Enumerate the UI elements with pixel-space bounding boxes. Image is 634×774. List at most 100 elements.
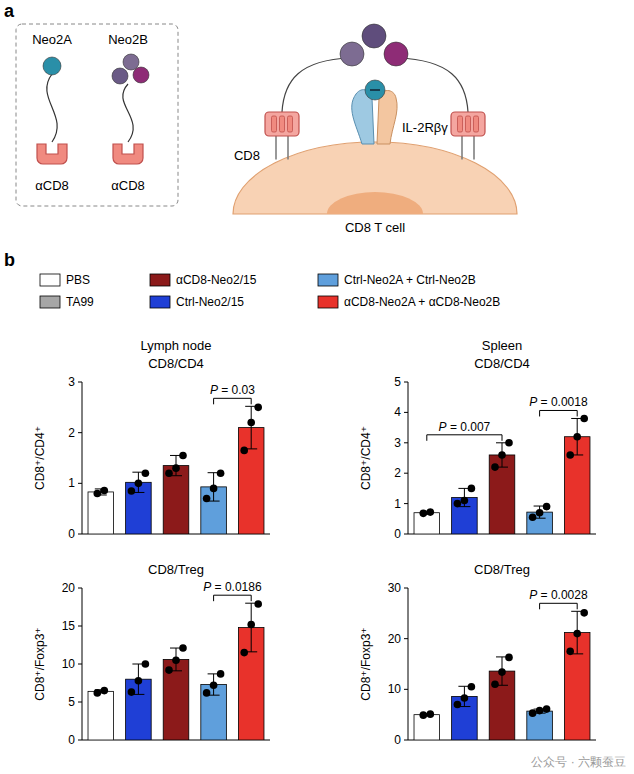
legend-label: Ctrl-Neo2A + Ctrl-Neo2B: [344, 273, 476, 287]
data-point: [566, 451, 574, 459]
p-number: = 0.0028: [537, 588, 588, 602]
legend-label: αCD8-Neo2/15: [176, 273, 257, 287]
neo2b-domain: [340, 42, 364, 66]
data-point: [498, 668, 506, 676]
y-tick-label: 0: [394, 527, 401, 541]
marks: [88, 404, 264, 534]
y-tick: [78, 432, 82, 433]
cd8-receptor: [265, 112, 299, 136]
cell-label: CD8 T cell: [345, 220, 405, 235]
error-bar: [571, 418, 583, 454]
error-bar: [496, 443, 508, 467]
data-point: [94, 490, 102, 498]
construct-label: Neo2B: [108, 32, 148, 47]
p-bracket: [214, 398, 252, 404]
legend-swatch: [318, 296, 338, 308]
data-point: [101, 687, 109, 695]
binder-label: αCD8: [35, 178, 69, 193]
data-point: [247, 419, 255, 427]
data-point: [491, 463, 499, 471]
data-point: [536, 707, 544, 715]
neo2b-domain: [362, 24, 386, 48]
data-point: [254, 600, 262, 608]
cd8-stem: [275, 136, 277, 160]
cd8-domain: [474, 116, 479, 132]
data-point: [172, 464, 180, 472]
data-point: [427, 508, 435, 516]
cd8-domain: [272, 116, 277, 132]
cd8-stem: [473, 136, 475, 160]
y-tick: [404, 740, 408, 741]
panel-letter: b: [4, 250, 15, 270]
y-axis: [408, 382, 409, 534]
data-point: [573, 433, 581, 441]
legend-label: Ctrl-Neo2/15: [176, 295, 244, 309]
p-value: P = 0.0018: [529, 395, 588, 409]
data-point: [135, 677, 143, 685]
neo2b-domain: [384, 42, 408, 66]
y-tick: [78, 626, 82, 627]
data-point: [454, 500, 462, 508]
data-point: [468, 485, 476, 493]
y-tick-label: 0: [68, 733, 75, 747]
linker: [398, 58, 468, 112]
linker: [123, 84, 133, 142]
data-point: [461, 497, 469, 505]
data-point: [505, 439, 513, 447]
p-symbol: P: [210, 383, 218, 397]
data-point: [247, 621, 255, 629]
bar: [163, 659, 189, 740]
y-tick-label: 5: [68, 695, 75, 709]
cd8-stem: [461, 136, 463, 160]
marks: [414, 415, 590, 534]
bar: [452, 498, 478, 534]
y-tick-label: 2: [394, 466, 401, 480]
y-tick-label: 4: [394, 405, 401, 419]
data-point: [566, 648, 574, 656]
data-point: [529, 513, 537, 521]
y-tick-label: 20: [388, 632, 402, 646]
y-tick-label: 0: [394, 733, 401, 747]
p-value: P = 0.007: [439, 420, 491, 434]
il2r-label: IL-2Rβγ: [402, 120, 448, 135]
data-point: [217, 670, 225, 678]
data-point: [165, 666, 173, 674]
p-symbol: P: [203, 580, 211, 594]
bar: [414, 513, 440, 534]
error-bar: [245, 406, 257, 449]
data-point: [94, 689, 102, 697]
error-bar: [245, 603, 257, 652]
data-point: [165, 469, 173, 477]
construct-box: [16, 24, 178, 206]
bar: [88, 691, 114, 740]
y-tick-label: 1: [394, 497, 401, 511]
data-point: [454, 701, 462, 709]
y-tick-label: 30: [388, 581, 402, 595]
y-tick-label: 15: [62, 619, 76, 633]
binder-label: αCD8: [111, 178, 145, 193]
neo2b-domain: [133, 67, 149, 83]
y-tick: [404, 588, 408, 589]
y-tick: [404, 382, 408, 383]
error-bar: [170, 648, 182, 671]
data-point: [543, 705, 551, 713]
legend-label: TA99: [66, 295, 94, 309]
acd8-binder: [113, 144, 143, 164]
chart-title: CD8/CD4: [474, 356, 530, 371]
y-tick: [78, 382, 82, 383]
bar: [414, 715, 440, 740]
p-bracket: [214, 595, 252, 601]
y-tick: [404, 534, 408, 535]
legend-label: αCD8-Neo2A + αCD8-Neo2B: [344, 295, 500, 309]
y-axis: [408, 588, 409, 740]
data-point: [135, 480, 143, 488]
y-tick: [78, 664, 82, 665]
data-point: [427, 710, 435, 718]
data-point: [128, 688, 136, 696]
data-point: [179, 644, 187, 652]
data-point: [210, 681, 218, 689]
y-tick-label: 0: [68, 527, 75, 541]
column-head: Spleen: [482, 338, 522, 353]
legend-swatch: [40, 296, 60, 308]
data-point: [254, 404, 262, 412]
